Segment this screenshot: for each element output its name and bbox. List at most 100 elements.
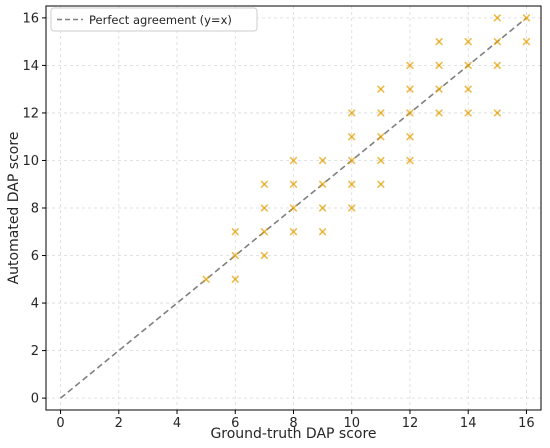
data-point (522, 37, 531, 46)
data-point-stroke (376, 109, 385, 117)
reference-line (60, 17, 527, 399)
data-point (289, 204, 298, 212)
reference-line-layer (60, 17, 527, 399)
data-point (231, 227, 240, 236)
x-tick-label: 0 (56, 416, 64, 431)
data-point (493, 14, 502, 22)
x-tick-label: 14 (460, 416, 477, 431)
data-point-stroke (289, 204, 298, 212)
data-point-stroke (464, 37, 473, 46)
y-tick-label: 6 (31, 249, 39, 264)
y-tick-label: 14 (22, 59, 39, 74)
data-point-stroke (493, 109, 502, 117)
data-point (289, 227, 298, 236)
data-point (318, 204, 327, 212)
data-point-stroke (318, 227, 327, 236)
data-point-stroke (289, 156, 298, 165)
data-point (464, 37, 473, 46)
legend: Perfect agreement (y=x) (50, 7, 258, 32)
legend-box (50, 7, 258, 32)
data-point-stroke (347, 180, 356, 189)
data-point (318, 180, 327, 189)
data-point-stroke (376, 156, 385, 165)
data-point (231, 275, 240, 284)
data-point-stroke (493, 61, 502, 70)
data-point (493, 61, 502, 70)
data-point (464, 61, 473, 70)
grid (46, 6, 541, 410)
y-tick-label: 10 (22, 154, 39, 169)
x-tick-label: 16 (518, 416, 535, 431)
tick-labels: 0 2 4 6 8 10 12 14 16 0 2 4 6 8 10 12 14 16 (22, 11, 534, 431)
x-tick-label: 6 (231, 416, 239, 431)
data-point-stroke (260, 227, 269, 236)
data-point-stroke (260, 204, 269, 212)
x-tick-label: 8 (289, 416, 297, 431)
x-tick-label: 12 (402, 416, 419, 431)
data-point-stroke (406, 109, 414, 117)
data-point-stroke (464, 109, 473, 117)
data-point-stroke (260, 251, 269, 260)
data-point-stroke (435, 37, 443, 46)
data-point (260, 251, 269, 260)
data-point-stroke (231, 227, 240, 236)
y-axis-title: Automated DAP score (6, 132, 22, 285)
data-point-stroke (318, 180, 327, 189)
data-point (347, 180, 356, 189)
data-point-stroke (406, 85, 414, 94)
data-point-stroke (406, 156, 414, 165)
data-point (406, 109, 414, 117)
data-point (347, 156, 356, 165)
data-point (406, 85, 414, 94)
data-point (260, 227, 269, 236)
data-point (376, 180, 385, 189)
data-point (376, 109, 385, 117)
data-point-stroke (318, 156, 327, 165)
y-tick-label: 16 (22, 11, 39, 26)
x-tick-label: 10 (343, 416, 360, 431)
y-tick-label: 8 (31, 202, 39, 217)
data-point (260, 204, 269, 212)
data-point (406, 132, 414, 141)
data-point-stroke (231, 275, 240, 284)
data-point (493, 37, 502, 46)
data-points (202, 14, 531, 284)
data-point-stroke (406, 61, 414, 70)
data-point (231, 251, 240, 260)
data-point (376, 132, 385, 141)
data-point-stroke (289, 227, 298, 236)
y-tick-label: 2 (31, 344, 39, 359)
data-point-stroke (435, 109, 443, 117)
data-point-stroke (318, 204, 327, 212)
data-point-stroke (347, 156, 356, 165)
data-point (464, 85, 473, 94)
data-point-stroke (202, 275, 211, 284)
data-point-stroke (347, 132, 356, 141)
data-point (289, 156, 298, 165)
data-point (435, 37, 443, 46)
data-point (435, 61, 443, 70)
data-point-stroke (231, 251, 240, 260)
data-point (289, 180, 298, 189)
data-point-stroke (376, 85, 385, 94)
x-axis-title: Ground-truth DAP score (210, 426, 376, 442)
data-point-stroke (376, 180, 385, 189)
data-point (406, 61, 414, 70)
data-point-stroke (347, 204, 356, 212)
data-point-stroke (464, 61, 473, 70)
y-tick-label: 12 (22, 106, 39, 121)
data-point (522, 14, 531, 22)
data-point (260, 180, 269, 189)
data-point (406, 156, 414, 165)
y-tick-label: 4 (31, 297, 39, 312)
data-point-stroke (347, 109, 356, 117)
x-tick-label: 2 (115, 416, 123, 431)
data-point-stroke (376, 132, 385, 141)
y-tick-label: 0 (31, 392, 39, 407)
data-point-stroke (406, 132, 414, 141)
data-point-stroke (493, 14, 502, 22)
data-point-stroke (289, 180, 298, 189)
data-point (347, 132, 356, 141)
